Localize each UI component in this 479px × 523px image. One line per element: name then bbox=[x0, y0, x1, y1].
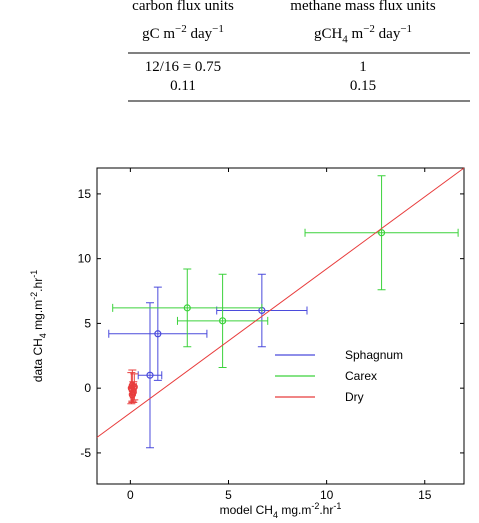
label-part: day bbox=[187, 26, 213, 42]
label-part: data CH bbox=[31, 338, 45, 382]
data-point bbox=[183, 304, 191, 312]
y-tick-label: 0 bbox=[84, 381, 91, 395]
label-part: -2 bbox=[311, 501, 319, 511]
x-tick-label: 15 bbox=[418, 488, 432, 502]
legend-label: Carex bbox=[345, 369, 377, 383]
y-tick-label: 5 bbox=[84, 316, 91, 330]
y-axis-label: data CH4 mg.m-2.hr-1 bbox=[29, 270, 48, 382]
label-part: .hr bbox=[319, 503, 333, 517]
table-cell: 0.15 bbox=[350, 78, 376, 94]
legend-label: Dry bbox=[345, 390, 364, 404]
table-cell: 1 bbox=[359, 59, 367, 75]
label-part: -2 bbox=[29, 292, 39, 300]
x-tick-label: 5 bbox=[225, 488, 232, 502]
column-title: carbon flux units bbox=[132, 0, 234, 14]
x-axis-label: model CH4 mg.m-2.hr-1 bbox=[220, 501, 342, 520]
label-part: −2 bbox=[363, 23, 375, 35]
data-point bbox=[377, 229, 386, 237]
data-point bbox=[154, 330, 162, 338]
y-tick-label: -5 bbox=[80, 446, 91, 460]
label-part: .hr bbox=[31, 278, 45, 292]
table-cell: 0.11 bbox=[170, 78, 196, 94]
label-part: gCH bbox=[314, 26, 343, 42]
table-cell: 12/16 = 0.75 bbox=[145, 59, 221, 75]
label-part: mg.m bbox=[31, 300, 45, 333]
label-part: model CH bbox=[220, 503, 273, 517]
label-part: −2 bbox=[175, 23, 187, 35]
label-part: day bbox=[375, 26, 401, 42]
label-part: -1 bbox=[29, 270, 39, 278]
label-part: -1 bbox=[333, 501, 341, 511]
data-point bbox=[219, 317, 227, 325]
column-unit: gC m−2 day−1 bbox=[142, 23, 224, 42]
x-tick-label: 10 bbox=[320, 488, 334, 502]
legend-label: Sphagnum bbox=[345, 348, 403, 362]
y-tick-label: 10 bbox=[78, 252, 92, 266]
label-part: 4 bbox=[273, 510, 278, 520]
plot-area bbox=[96, 167, 465, 485]
x-tick-label: 0 bbox=[127, 488, 134, 502]
label-part: m bbox=[348, 26, 364, 42]
column-title: methane mass flux units bbox=[290, 0, 436, 14]
data-point bbox=[146, 371, 154, 379]
x-error-bar bbox=[304, 228, 459, 237]
label-part: 4 bbox=[342, 34, 348, 46]
x-error-bar bbox=[112, 303, 263, 312]
data-point bbox=[128, 391, 136, 399]
x-error-bar bbox=[108, 329, 208, 338]
label-part: gC m bbox=[142, 26, 175, 42]
label-part: 4 bbox=[38, 333, 48, 338]
label-part: −1 bbox=[400, 23, 412, 35]
fit-line bbox=[96, 167, 465, 438]
label-part: −1 bbox=[212, 23, 224, 35]
x-error-bar bbox=[176, 316, 269, 325]
label-part: mg.m bbox=[278, 503, 311, 517]
y-tick-label: 15 bbox=[78, 187, 92, 201]
column-unit: gCH4 m−2 day−1 bbox=[314, 23, 412, 46]
